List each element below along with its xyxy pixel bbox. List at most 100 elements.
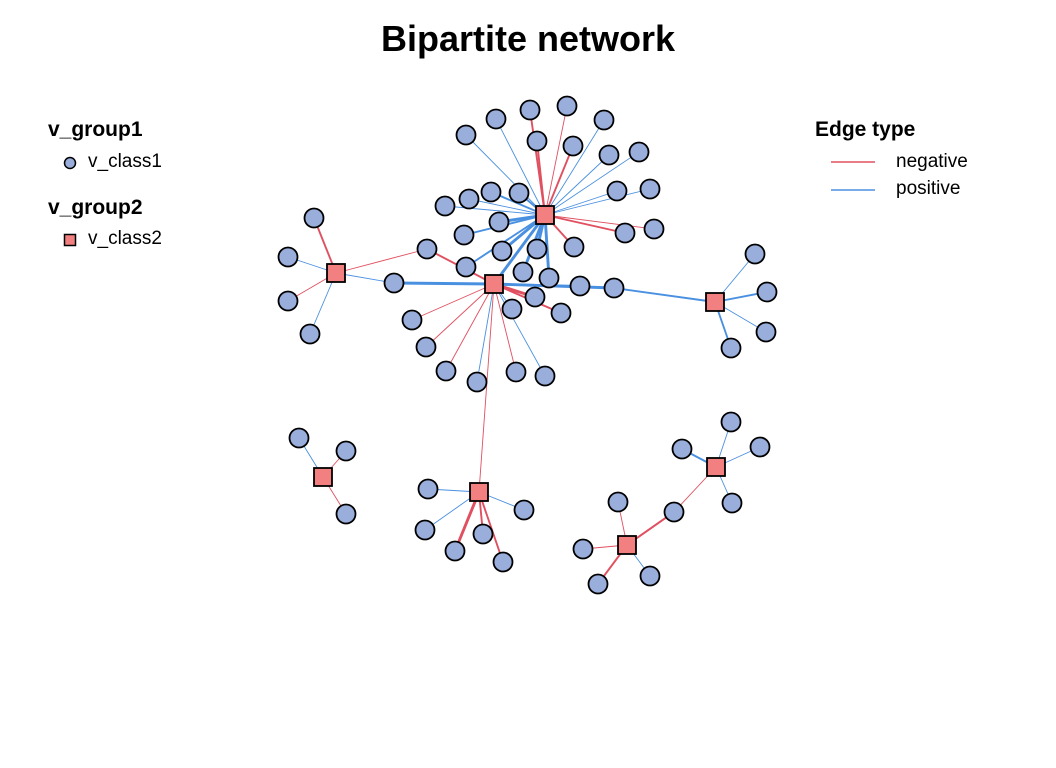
class1-node [628,141,650,163]
class1-node [444,540,466,562]
class1-node [299,323,321,345]
class1-node [453,224,475,246]
negative-edge [544,105,568,216]
class1-node [526,238,548,260]
class1-node [614,222,636,244]
positive-edge [444,205,546,216]
class1-node [524,286,546,308]
class1-node [491,240,513,262]
class1-node [587,573,609,595]
class1-node [538,267,560,289]
legend-class1-label: v_class1 [88,151,162,172]
class2-node [617,535,637,555]
class2-node [484,274,504,294]
class1-node [458,188,480,210]
class1-node [401,309,423,331]
negative-edge [544,214,626,234]
positive-edge [465,134,546,216]
positive-edge [544,151,640,216]
negative-edge [493,283,517,373]
class1-node [720,411,742,433]
class1-node [563,236,585,258]
class1-node [756,281,778,303]
class1-node [335,503,357,525]
negative-edge [411,283,495,321]
class1-node [277,246,299,268]
positive-edge [476,283,495,383]
class1-node [671,438,693,460]
positive-edge [465,214,546,268]
class1-node [335,440,357,462]
positive-edge [495,118,546,216]
positive-edge [468,198,546,216]
positive-edge [544,154,610,216]
legend-class2-marker [63,233,77,247]
class1-node [288,427,310,449]
negative-edge [445,283,495,372]
class1-node [721,492,743,514]
negative-edge [544,145,574,216]
class1-node [488,211,510,233]
negative-edge [478,491,504,563]
legend-class2-label: v_class2 [88,228,162,249]
class1-node [472,523,494,545]
positive-edge [544,119,605,216]
class1-node [606,180,628,202]
legend-negative-label: negative [896,151,968,172]
class1-node [593,109,615,131]
class1-node [572,538,594,560]
negative-edge [335,248,428,274]
class2-node [705,292,725,312]
positive-edge [492,214,547,285]
class2-node [469,482,489,502]
class1-node [598,144,620,166]
positive-edge [544,190,618,216]
positive-edge [309,272,337,335]
class1-node [550,302,572,324]
node-layer [277,95,778,595]
negative-edge [544,214,655,230]
legend-group2-title: v_group2 [48,196,143,219]
class1-node [720,337,742,359]
class1-node [415,336,437,358]
class2-node [313,467,333,487]
class1-node [526,130,548,152]
class2-node [535,205,555,225]
negative-edge [536,140,546,216]
class2-node [326,263,346,283]
class1-node [643,218,665,240]
class1-node [508,182,530,204]
class1-node [501,298,523,320]
class1-node [505,361,527,383]
chart-title: Bipartite network [380,18,676,59]
positive-edge [493,283,546,377]
legend-negative-line [831,161,875,163]
negative-edge [425,283,495,348]
class1-node [434,195,456,217]
class1-node [569,275,591,297]
class1-node [303,207,325,229]
legend-positive-label: positive [896,178,961,199]
class1-node [416,238,438,260]
positive-edge [544,188,651,216]
class2-node [706,457,726,477]
class1-node [663,501,685,523]
class1-node [607,491,629,513]
class1-node [492,551,514,573]
legend-group1-title: v_group1 [48,118,143,141]
class1-node [755,321,777,343]
class1-node [562,135,584,157]
class1-node [556,95,578,117]
class1-node [534,365,556,387]
class1-node [603,277,625,299]
class1-node [513,499,535,521]
legend-edge-title: Edge type [815,118,916,141]
class1-node [749,436,771,458]
positive-edge [393,281,495,286]
class1-node [639,178,661,200]
class1-node [480,181,502,203]
class1-node [435,360,457,382]
legend-positive-line [831,189,875,191]
class1-node [455,124,477,146]
